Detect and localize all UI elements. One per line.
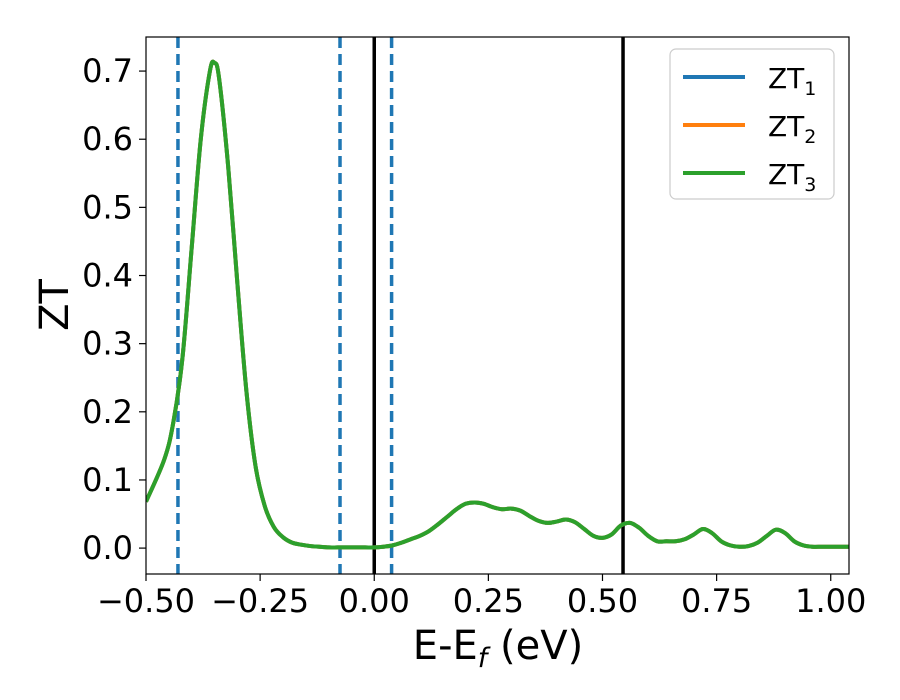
series-line-3 [146,59,849,550]
y-tick-label: 0.7 [82,52,133,90]
legend-label-2: ZT2 [768,110,816,148]
curves [146,59,849,550]
y-tick-label: 0.4 [82,257,133,295]
x-tick-label: −0.25 [211,582,309,620]
y-tick-label: 0.3 [82,325,133,363]
x-axis-label-main: E-E [413,623,478,669]
x-tick-label: −0.50 [97,582,195,620]
x-tick-label: 0.75 [681,582,752,620]
x-axis-label-unit: (eV) [500,623,583,669]
x-axis-ticks: −0.50 −0.25 0.00 0.25 0.50 0.75 1.00 [97,574,866,620]
legend-label-1: ZT1 [768,62,816,100]
plot-border [145,36,850,575]
y-tick-label: 0.5 [82,188,133,226]
vertical-lines [176,37,625,574]
x-tick-label: 0.25 [453,582,524,620]
x-tick-label: 0.50 [567,582,638,620]
y-tick-label: 0.0 [82,529,133,567]
y-axis-ticks: 0.0 0.1 0.2 0.3 0.4 0.5 0.6 0.7 [82,52,146,567]
x-axis-label-space [487,623,500,669]
x-tick-label: 0.00 [339,582,410,620]
x-axis-label: E-Ef (eV) [413,623,583,674]
legend: ZT1 ZT2 ZT3 [669,48,835,200]
y-axis-label: ZT [32,279,78,331]
legend-frame [669,48,835,200]
y-tick-label: 0.6 [82,120,133,158]
y-tick-label: 0.2 [82,393,133,431]
legend-items: ZT1 ZT2 ZT3 [683,62,816,196]
y-tick-label: 0.1 [82,461,133,499]
x-tick-label: 1.00 [795,582,866,620]
legend-label-3: ZT3 [768,158,816,196]
